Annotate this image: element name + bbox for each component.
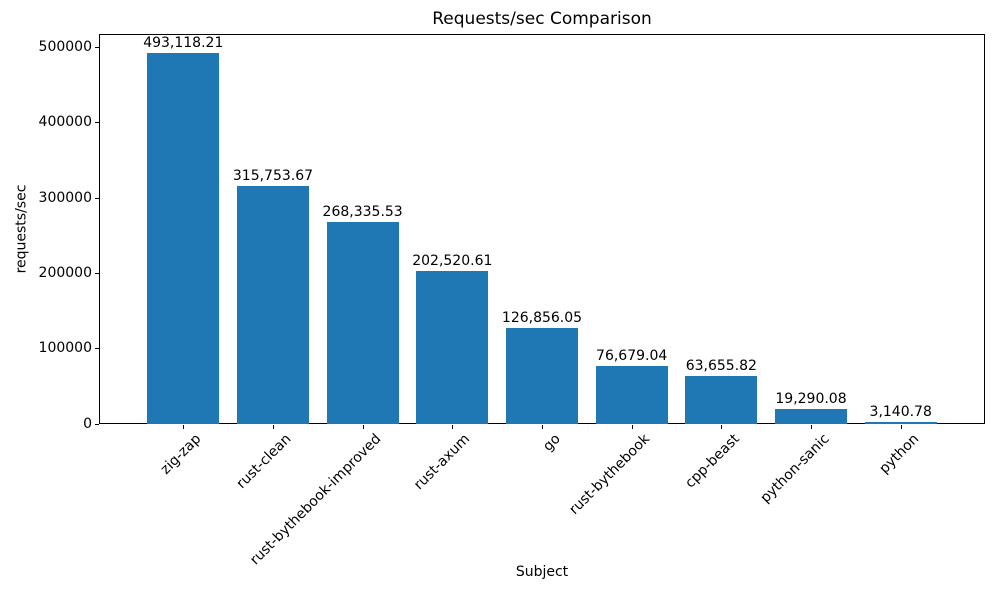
y-tick-mark: [95, 272, 99, 274]
x-tick-label: python: [876, 431, 923, 477]
y-axis-label-container: requests/sec: [8, 34, 34, 424]
bar: [685, 376, 758, 424]
bar-value-label: 493,118.21: [143, 34, 224, 51]
x-axis-label: Subject: [515, 564, 569, 580]
y-tick-label: 100000: [38, 340, 92, 357]
x-tick-label: zig-zap: [157, 431, 205, 478]
chart-title: Requests/sec Comparison: [432, 9, 652, 29]
x-tick-mark: [362, 425, 364, 429]
bar: [775, 409, 847, 424]
x-tick-label: rust-clean: [233, 431, 295, 492]
y-tick-mark: [95, 122, 99, 124]
bar-value-label: 202,520.61: [412, 253, 493, 270]
x-tick-mark: [452, 425, 454, 429]
bar: [237, 186, 309, 424]
x-tick-mark: [542, 425, 543, 429]
bar: [864, 421, 937, 424]
bar: [147, 52, 220, 424]
x-tick-label: cpp-beast: [682, 431, 743, 492]
x-tick-mark: [272, 425, 274, 429]
x-tick-mark: [631, 425, 633, 429]
x-tick-mark: [183, 425, 185, 429]
y-tick-label: 200000: [38, 264, 92, 281]
x-tick-label: python-sanic: [757, 431, 833, 507]
x-tick-mark: [900, 425, 902, 429]
x-tick-mark: [721, 425, 723, 429]
bar: [595, 366, 668, 424]
bar-value-label: 3,140.78: [869, 403, 932, 420]
bar: [326, 221, 399, 424]
bar-value-label: 268,335.53: [322, 203, 403, 220]
x-tick-mark: [811, 425, 813, 429]
y-tick-mark: [95, 423, 99, 425]
y-tick-mark: [95, 348, 99, 350]
x-tick-label: rust-bythebook: [566, 431, 654, 518]
y-tick-label: 0: [83, 415, 92, 432]
x-tick-label: rust-axum: [411, 431, 474, 494]
x-tick-label: go: [539, 431, 564, 455]
y-tick-label: 300000: [38, 189, 92, 206]
y-tick-mark: [95, 197, 99, 199]
bar-value-label: 63,655.82: [685, 358, 757, 375]
y-tick-mark: [95, 46, 99, 48]
bar-value-label: 126,856.05: [501, 310, 583, 327]
bar-value-label: 315,753.67: [232, 168, 314, 185]
bar: [416, 271, 489, 424]
bar-value-label: 76,679.04: [596, 348, 668, 365]
bar-value-label: 19,290.08: [775, 391, 847, 408]
bar: [506, 328, 578, 424]
y-tick-label: 500000: [38, 38, 92, 55]
y-tick-label: 400000: [38, 114, 92, 131]
